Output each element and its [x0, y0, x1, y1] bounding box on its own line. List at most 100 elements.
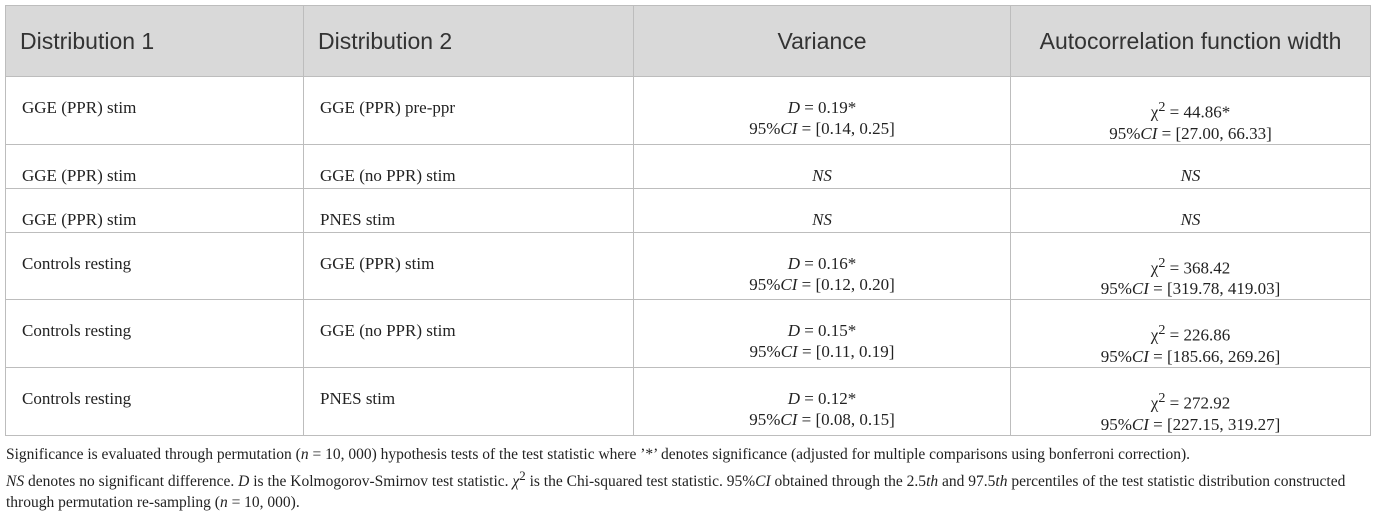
cell-acf: χ2 = 44.86* 95%CI = [27.00, 66.33] [1010, 76, 1371, 145]
ci-label: CI [1131, 414, 1149, 434]
footnote-superscript: 2 [519, 467, 526, 483]
footnote-text: and 97.5 [938, 472, 996, 490]
cell-distribution-2: PNES stim [303, 187, 634, 233]
footnote-text: is the Kolmogorov-Smirnov test statistic… [249, 472, 513, 490]
stat-value: = 0.19* [799, 98, 857, 117]
footnote-text: is the Chi-squared test statistic. 95% [525, 472, 756, 490]
cell-distribution-2: PNES stim [303, 366, 634, 436]
cell-variance: D = 0.12* 95%CI = [0.08, 0.15] [633, 366, 1011, 436]
stat-symbol: χ [1150, 325, 1159, 345]
table-row: GGE (PPR) stim GGE (PPR) pre-ppr D = 0.1… [5, 76, 1371, 145]
ci-label: CI [780, 274, 798, 294]
ci-value: = [0.08, 0.15] [797, 409, 895, 429]
cell-distribution-1: Controls resting [5, 231, 304, 301]
ci-label: CI [1131, 279, 1149, 299]
stat-symbol: D [787, 98, 800, 117]
cell-distribution-2: GGE (no PPR) stim [303, 143, 634, 189]
superscript: 2 [1158, 389, 1166, 406]
ci-prefix: 95% [749, 274, 781, 294]
cell-acf: NS [1010, 143, 1371, 189]
cell-variance: NS [633, 143, 1011, 189]
footnote-symbol: th [926, 472, 939, 490]
stat-symbol: D [787, 253, 800, 273]
footnote-symbol: n [219, 493, 228, 511]
ci-label: CI [1131, 346, 1149, 366]
header-distribution-2: Distribution 2 [303, 5, 634, 77]
stat-value: = 0.15* [799, 321, 857, 341]
footnote-text: = 10, 000) hypothesis tests of the test … [308, 445, 1190, 463]
ci-value: = [319.78, 419.03] [1148, 279, 1281, 299]
superscript: 2 [1158, 99, 1166, 115]
footnote-symbol: CI [755, 472, 771, 490]
stat-symbol: D [787, 388, 800, 408]
cell-distribution-2: GGE (no PPR) stim [303, 299, 634, 368]
header-row: Distribution 1 Distribution 2 Variance A… [5, 5, 1371, 77]
table-row: GGE (PPR) stim GGE (no PPR) stim NS NS [5, 143, 1371, 189]
superscript: 2 [1158, 254, 1166, 271]
footnote-symbol: χ [512, 472, 520, 490]
header-distribution-1: Distribution 1 [5, 5, 304, 77]
cell-distribution-1: GGE (PPR) stim [5, 187, 304, 233]
ci-value: = [227.15, 319.27] [1148, 414, 1281, 434]
table-row: Controls resting PNES stim D = 0.12* 95%… [5, 366, 1371, 436]
stat-value: = 226.86 [1165, 325, 1231, 345]
cell-distribution-1: Controls resting [5, 299, 304, 368]
ci-value: = [0.11, 0.19] [797, 342, 895, 362]
ci-prefix: 95% [1100, 279, 1132, 299]
footnote-text: obtained through the 2.5 [770, 472, 927, 490]
footnote-symbol: D [238, 472, 250, 490]
cell-distribution-2: GGE (PPR) pre-ppr [303, 76, 634, 145]
ci-value: = [0.12, 0.20] [797, 274, 895, 294]
cell-distribution-1: Controls resting [5, 366, 304, 436]
cell-distribution-1: GGE (PPR) stim [5, 143, 304, 189]
cell-acf: χ2 = 272.92 95%CI = [227.15, 319.27] [1010, 366, 1371, 436]
cell-variance: D = 0.15* 95%CI = [0.11, 0.19] [633, 299, 1011, 368]
results-table: Distribution 1 Distribution 2 Variance A… [5, 5, 1371, 436]
ci-prefix: 95% [749, 409, 781, 429]
footnote-symbol: NS [6, 472, 25, 490]
ci-prefix: 95% [749, 119, 781, 138]
ci-label: CI [780, 119, 798, 138]
ci-prefix: 95% [1109, 123, 1141, 143]
stat-value: = 272.92 [1165, 393, 1231, 413]
cell-acf: NS [1010, 187, 1371, 233]
ci-label: CI [780, 409, 798, 429]
stat-value: = 44.86* [1165, 102, 1231, 122]
ci-label: CI [780, 342, 798, 362]
ci-value: = [0.14, 0.25] [797, 119, 895, 138]
ci-prefix: 95% [1100, 346, 1132, 366]
table-row: GGE (PPR) stim PNES stim NS NS [5, 187, 1371, 233]
stat-value: = 0.12* [799, 388, 857, 408]
cell-acf: χ2 = 368.42 95%CI = [319.78, 419.03] [1010, 231, 1371, 301]
cell-distribution-1: GGE (PPR) stim [5, 76, 304, 145]
stat-symbol: χ [1150, 102, 1159, 122]
ci-value: = [27.00, 66.33] [1157, 123, 1272, 143]
footnote-text: = 10, 000). [227, 493, 300, 511]
table-row: Controls resting GGE (no PPR) stim D = 0… [5, 299, 1371, 368]
ci-value: = [185.66, 269.26] [1148, 346, 1281, 366]
footnote-symbol: n [300, 445, 309, 463]
results-table-container: Distribution 1 Distribution 2 Variance A… [5, 5, 1371, 513]
footnote-text: denotes no significant difference. [24, 472, 239, 490]
ci-prefix: 95% [749, 342, 781, 362]
cell-acf: χ2 = 226.86 95%CI = [185.66, 269.26] [1010, 299, 1371, 368]
cell-variance: D = 0.16* 95%CI = [0.12, 0.20] [633, 231, 1011, 301]
footnote-symbol: th [995, 472, 1008, 490]
ci-prefix: 95% [1100, 414, 1132, 434]
table-row: Controls resting GGE (PPR) stim D = 0.16… [5, 231, 1371, 301]
superscript: 2 [1158, 322, 1166, 339]
stat-value: = 0.16* [799, 253, 857, 273]
cell-variance: D = 0.19* 95%CI = [0.14, 0.25] [633, 76, 1011, 145]
header-variance: Variance [633, 5, 1011, 77]
stat-symbol: D [787, 321, 800, 341]
stat-symbol: χ [1150, 393, 1159, 413]
header-acf-width: Autocorrelation function width [1010, 5, 1371, 77]
footnote-text: Significance is evaluated through permut… [6, 445, 301, 463]
footnote-text: percentiles of the test statistic distri… [6, 472, 1346, 511]
cell-distribution-2: GGE (PPR) stim [303, 231, 634, 301]
stat-symbol: χ [1150, 258, 1159, 278]
stat-value: = 368.42 [1165, 258, 1231, 278]
table-footnote: Significance is evaluated through permut… [5, 444, 1370, 513]
ci-label: CI [1140, 123, 1158, 143]
cell-variance: NS [633, 187, 1011, 233]
